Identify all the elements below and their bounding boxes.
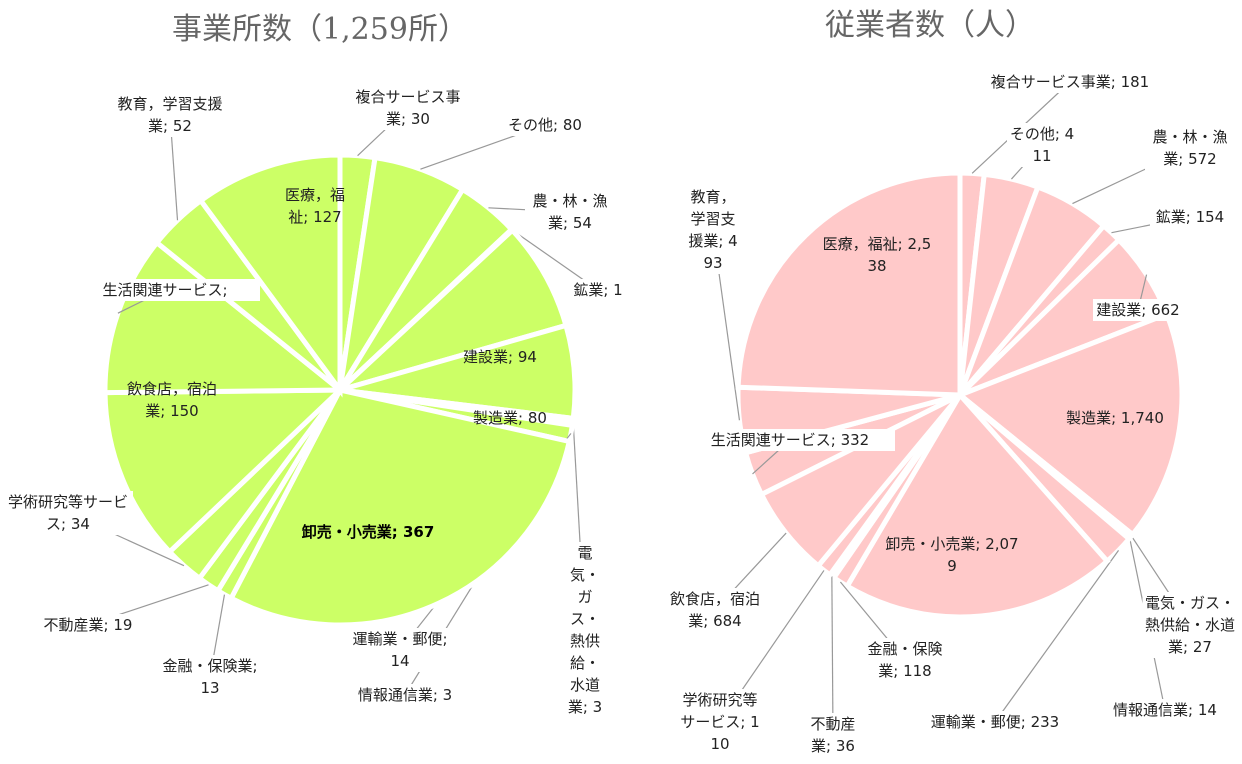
data-label: 医療，福祉; 2,538	[822, 235, 932, 275]
data-label: 情報通信業; 14	[1110, 699, 1220, 721]
data-label: 電気・ガス・熱供給・水道業; 3	[565, 542, 605, 718]
pie-slice	[102, 387, 347, 556]
pie-slice	[227, 387, 573, 628]
data-label: 製造業; 1,740	[1066, 409, 1164, 427]
data-label: 生活関連サービス; 332	[685, 429, 895, 451]
data-label: 教育，学習支援業; 493	[688, 186, 738, 274]
data-label: その他; 80	[485, 114, 605, 136]
pie-slice	[197, 152, 343, 398]
data-label: 運輸業・郵便; 233	[905, 711, 1085, 733]
pie-slice	[955, 310, 1185, 539]
data-label: 不動産業; 19	[38, 614, 138, 636]
data-label: 運輸業・郵便; 14	[350, 628, 450, 672]
pie-slice	[735, 170, 963, 398]
data-label: 学術研究等サービス; 110	[680, 689, 760, 755]
data-label: 教育，学習支援業; 52	[115, 93, 225, 137]
data-label: 飲食店，宿泊業; 150	[126, 380, 217, 420]
data-label: 飲食店，宿泊業; 684	[665, 588, 765, 632]
data-label: 複合サービス事業; 181	[970, 71, 1170, 93]
data-label: 卸売・小売業; 367	[301, 523, 435, 541]
leader-line	[831, 576, 834, 736]
data-label: 金融・保険業; 13	[160, 655, 260, 699]
data-label: 農・林・漁業; 572	[1145, 126, 1235, 170]
data-label: 卸売・小売業; 2,079	[885, 535, 1019, 575]
data-label: 医療，福祉; 127	[284, 186, 345, 226]
data-label: 鉱業; 1	[568, 279, 628, 301]
pie-slice	[843, 390, 1111, 620]
leader-line	[994, 550, 1120, 723]
data-label: 製造業; 80	[473, 409, 547, 427]
data-label: その他; 411	[1007, 123, 1077, 167]
data-label: 金融・保険業; 118	[860, 638, 950, 682]
data-label: 学術研究等サービス; 34	[3, 491, 133, 535]
chart-title: 事業所数（1,259所）	[172, 12, 468, 47]
data-label: 不動産業; 36	[803, 713, 863, 757]
data-label: 建設業; 662	[1093, 299, 1183, 321]
data-label: 情報通信業; 3	[340, 684, 470, 706]
data-label: 電気・ガス・熱供給・水道業; 27	[1142, 592, 1238, 658]
data-label: 生活関連サービス;	[70, 279, 260, 301]
data-label: 建設業; 94	[463, 348, 537, 366]
data-label: 農・林・漁業; 54	[525, 190, 615, 234]
chart-title: 従業者数（人）	[825, 8, 1035, 43]
data-label: 複合サービス事業; 30	[353, 86, 463, 130]
data-label: 鉱業; 154	[1150, 206, 1230, 228]
